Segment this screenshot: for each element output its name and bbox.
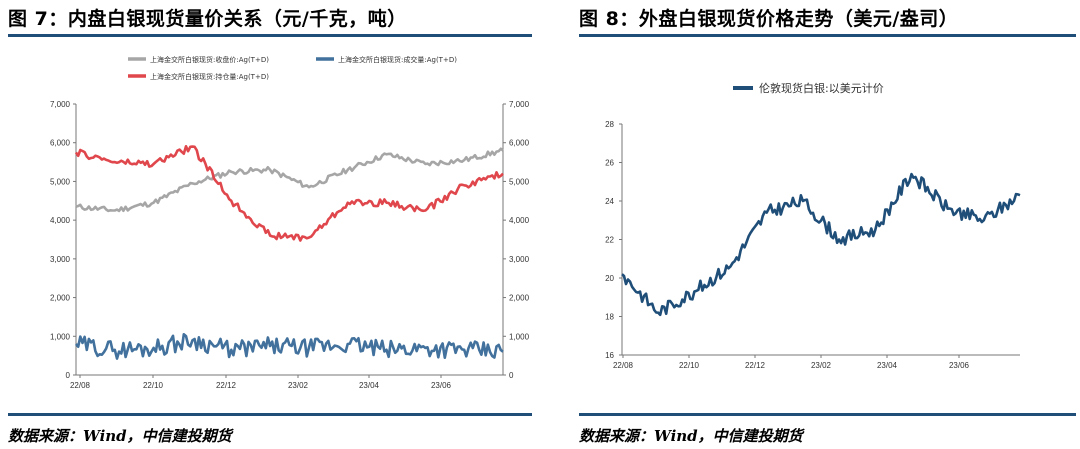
y-tick-label: 18 bbox=[605, 313, 614, 322]
legend-label: 伦敦现货白银:以美元计价 bbox=[759, 81, 884, 95]
x-tick-label: 22/10 bbox=[143, 381, 164, 390]
left-title-rule bbox=[8, 34, 532, 37]
left-chart: 0 1,000 2,000 3,000 4,000 5,000 6,000 7,000 0 1,0… bbox=[50, 55, 530, 390]
left-y-tick-label: 6,000 bbox=[50, 139, 71, 148]
right-y-tick-label: 0 bbox=[509, 371, 514, 380]
y-tick-label: 22 bbox=[605, 236, 614, 245]
right-title-rule bbox=[579, 34, 1076, 37]
right-y-tick-label: 7,000 bbox=[509, 100, 530, 109]
left-y-tick-label: 4,000 bbox=[50, 216, 71, 225]
right-chart: 16 18 20 22 24 26 28 22/08 22/10 22/12 23/02 23/04 2… bbox=[605, 81, 1021, 370]
x-tick-label: 23/06 bbox=[431, 381, 452, 390]
left-y-tick-label: 3,000 bbox=[50, 255, 71, 264]
london-silver-series-line bbox=[621, 172, 1021, 317]
legend-label: 上海金交所白银现货:收盘价:Ag(T+D) bbox=[150, 55, 269, 64]
x-tick-label: 22/12 bbox=[745, 361, 766, 370]
right-panel: 图 8：外盘白银现货价格走势（美元/盎司） 16 18 20 22 24 26 28 22/0… bbox=[575, 0, 1080, 449]
right-y-tick-label: 4,000 bbox=[509, 216, 530, 225]
right-y-tick-label: 5,000 bbox=[509, 177, 530, 186]
left-y-tick-label: 5,000 bbox=[50, 177, 71, 186]
left-y-tick-label: 7,000 bbox=[50, 100, 71, 109]
x-tick-label: 23/06 bbox=[949, 361, 970, 370]
right-source-note: 数据来源：Wind，中信建投期货 bbox=[579, 427, 803, 445]
y-tick-label: 28 bbox=[605, 120, 614, 129]
left-y-tick-label: 0 bbox=[66, 371, 71, 380]
left-y-tick-label: 2,000 bbox=[50, 294, 71, 303]
x-tick-label: 23/04 bbox=[359, 381, 380, 390]
x-tick-label: 23/04 bbox=[877, 361, 898, 370]
y-tick-label: 26 bbox=[605, 159, 614, 168]
x-tick-label: 22/08 bbox=[70, 381, 91, 390]
left-chart-title: 图 7：内盘白银现货量价关系（元/千克，吨） bbox=[8, 8, 407, 30]
y-tick-label: 16 bbox=[605, 351, 614, 360]
right-y-tick-label: 6,000 bbox=[509, 139, 530, 148]
y-tick-label: 20 bbox=[605, 274, 614, 283]
y-tick-label: 24 bbox=[605, 197, 614, 206]
x-tick-label: 22/12 bbox=[216, 381, 237, 390]
x-tick-label: 23/02 bbox=[288, 381, 309, 390]
left-y-tick-label: 1,000 bbox=[50, 332, 71, 341]
x-tick-label: 22/08 bbox=[613, 361, 634, 370]
right-y-tick-label: 1,000 bbox=[509, 332, 530, 341]
x-tick-label: 23/02 bbox=[811, 361, 832, 370]
right-chart-title: 图 8：外盘白银现货价格走势（美元/盎司） bbox=[579, 8, 959, 30]
right-y-tick-label: 2,000 bbox=[509, 294, 530, 303]
volume-series-line bbox=[74, 333, 504, 360]
left-source-note: 数据来源：Wind，中信建投期货 bbox=[8, 427, 232, 445]
open-interest-series-line bbox=[74, 145, 504, 242]
legend-label: 上海金交所白银现货:持仓量:Ag(T+D) bbox=[150, 72, 269, 81]
x-tick-label: 22/10 bbox=[679, 361, 700, 370]
right-bottom-rule bbox=[579, 413, 1076, 416]
price-series-line bbox=[75, 147, 504, 213]
legend-label: 上海金交所白银现货:成交量:Ag(T+D) bbox=[338, 55, 457, 64]
left-panel: 图 7：内盘白银现货量价关系（元/千克，吨） 0 1,000 2,000 3,000 4… bbox=[8, 8, 532, 445]
right-y-tick-label: 3,000 bbox=[509, 255, 530, 264]
left-bottom-rule bbox=[8, 413, 532, 416]
